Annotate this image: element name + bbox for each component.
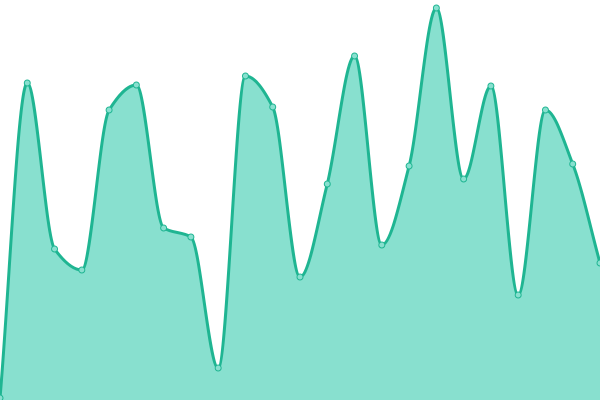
- point: [269, 103, 277, 111]
- point: [296, 273, 304, 281]
- point: [323, 180, 331, 188]
- point: [0, 394, 4, 400]
- point: [487, 82, 495, 90]
- point: [51, 245, 59, 253]
- point: [23, 79, 31, 87]
- point: [432, 4, 440, 12]
- point: [214, 364, 222, 372]
- point: [132, 81, 140, 89]
- point: [569, 160, 577, 168]
- point: [378, 241, 386, 249]
- point: [541, 106, 549, 114]
- point: [460, 175, 468, 183]
- point: [596, 259, 600, 267]
- point: [187, 233, 195, 241]
- point: [514, 291, 522, 299]
- point: [160, 224, 168, 232]
- point: [405, 162, 413, 170]
- point: [351, 52, 359, 60]
- point: [78, 266, 86, 274]
- point: [241, 72, 249, 80]
- point: [105, 106, 113, 114]
- area: [0, 8, 600, 400]
